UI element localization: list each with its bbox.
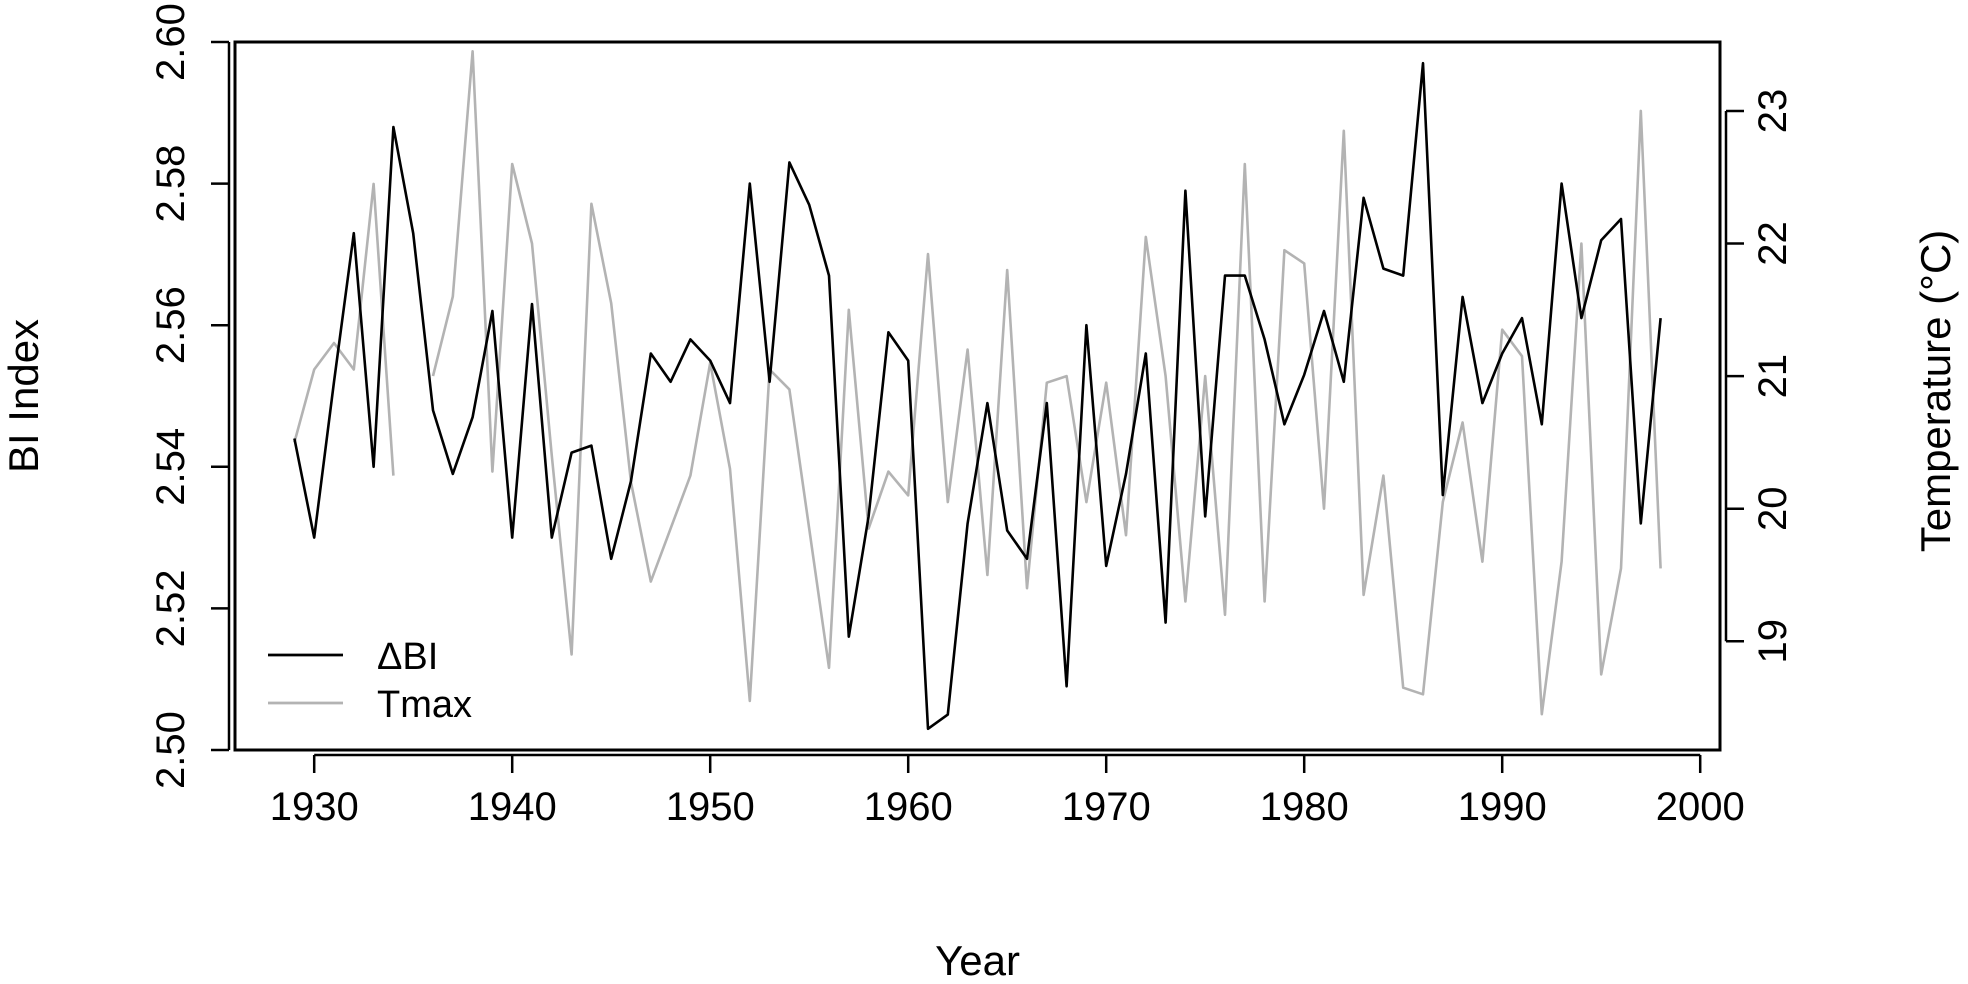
legend: ΔBI Tmax	[268, 636, 472, 726]
left-axis: 2.50 2.52 2.54 2.56 2.58 2.60	[149, 3, 231, 789]
plot-frame	[233, 40, 1722, 752]
left-tick-label: 2.56	[149, 286, 193, 364]
x-tick-label: 1960	[864, 785, 953, 829]
left-tick-label: 2.60	[149, 3, 193, 81]
x-tick-label: 1980	[1260, 785, 1349, 829]
legend-label: Tmax	[377, 684, 472, 726]
left-tick-label: 2.58	[149, 145, 193, 223]
right-y-axis-label: Temperature (°C)	[1912, 230, 1959, 553]
right-tick-label: 20	[1751, 486, 1795, 531]
series-group	[293, 50, 1662, 731]
left-tick-label: 2.52	[149, 569, 193, 647]
x-axis-label: Year	[935, 937, 1020, 984]
x-tick-label: 1990	[1458, 785, 1547, 829]
x-axis: 1930 1940 1950 1960 1970 1980 1990 2000	[270, 753, 1745, 829]
left-tick-label: 2.54	[149, 428, 193, 506]
series-line-delta-bi	[293, 61, 1662, 731]
right-tick-label: 21	[1751, 354, 1795, 399]
x-tick-label: 1950	[666, 785, 755, 829]
series-line-tmax	[293, 50, 1662, 716]
x-tick-label: 1930	[270, 785, 359, 829]
left-y-axis-label: BI Index	[0, 319, 47, 473]
x-tick-label: 1970	[1062, 785, 1151, 829]
right-tick-label: 19	[1751, 619, 1795, 664]
legend-label: ΔBI	[377, 636, 438, 678]
x-tick-label: 1940	[468, 785, 557, 829]
x-tick-label: 2000	[1656, 785, 1745, 829]
right-tick-label: 23	[1751, 89, 1795, 134]
right-axis: 19 20 21 22 23	[1724, 89, 1795, 664]
right-tick-label: 22	[1751, 221, 1795, 265]
left-tick-label: 2.50	[149, 711, 193, 789]
